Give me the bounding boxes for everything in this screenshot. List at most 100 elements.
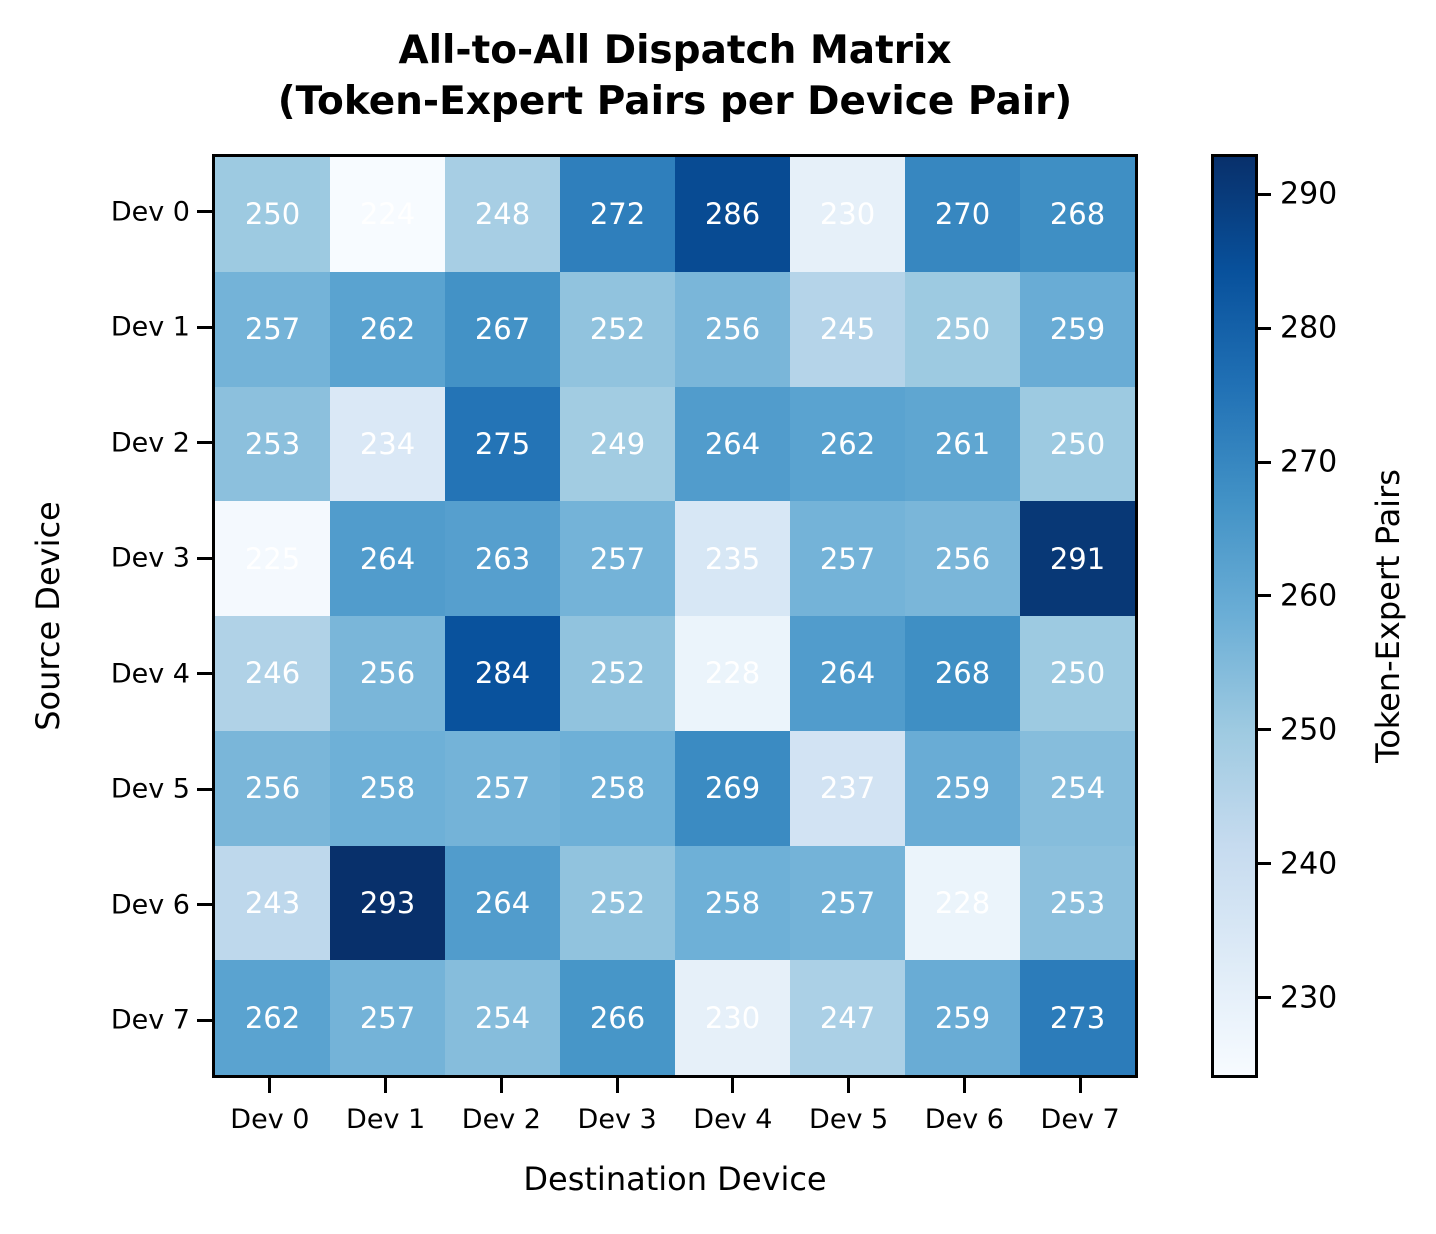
heatmap-cell: 258 (560, 730, 675, 846)
cell-value: 230 (704, 1000, 761, 1035)
heatmap-cell: 246 (215, 616, 330, 731)
heatmap-cell: 267 (445, 271, 560, 387)
cell-value: 245 (819, 312, 876, 347)
chart-title: All-to-All Dispatch Matrix (Token-Expert… (212, 26, 1138, 127)
cell-value: 261 (934, 426, 991, 461)
heatmap-cell: 224 (330, 157, 445, 272)
colorbar-tick-mark (1258, 996, 1271, 1000)
x-axis-label: Destination Device (523, 1160, 827, 1198)
y-tick-label: Dev 6 (110, 889, 190, 921)
y-tick-label: Dev 2 (110, 427, 190, 459)
x-tick-label: Dev 6 (924, 1104, 1004, 1135)
heatmap-cell: 225 (215, 501, 330, 616)
heatmap-cell: 235 (675, 501, 790, 616)
cell-value: 258 (704, 885, 761, 920)
heatmap-cell: 247 (790, 960, 905, 1075)
y-tick-label: Dev 3 (110, 542, 190, 574)
x-tick-label: Dev 5 (809, 1104, 889, 1135)
cell-value: 252 (589, 656, 646, 691)
colorbar-tick-label: 280 (1280, 310, 1338, 346)
heatmap-cell: 250 (1020, 386, 1135, 502)
chart-title-line2: (Token-Expert Pairs per Device Pair) (277, 78, 1073, 124)
cell-value: 291 (1049, 541, 1106, 576)
cell-value: 228 (934, 885, 991, 920)
cell-value: 257 (819, 541, 876, 576)
y-tick-mark (197, 787, 212, 791)
cell-value: 237 (819, 771, 876, 806)
colorbar-tick-mark (1258, 192, 1271, 196)
colorbar-tick-label: 270 (1280, 444, 1338, 480)
cell-value: 248 (474, 197, 531, 232)
colorbar-tick-mark (1258, 460, 1271, 464)
heatmap-cell: 263 (445, 501, 560, 616)
cell-value: 268 (934, 656, 991, 691)
heatmap-cell: 252 (560, 616, 675, 731)
cell-value: 258 (589, 771, 646, 806)
heatmap-cell: 264 (330, 501, 445, 616)
heatmap-cell: 262 (330, 271, 445, 387)
heatmap-cell: 259 (1020, 271, 1135, 387)
x-tick-label: Dev 3 (577, 1104, 657, 1135)
cell-value: 284 (474, 656, 531, 691)
heatmap-cell: 254 (1020, 730, 1135, 846)
cell-value: 224 (359, 197, 416, 232)
heatmap-cell: 291 (1020, 501, 1135, 616)
cell-value: 268 (1049, 197, 1106, 232)
y-tick-label: Dev 4 (110, 658, 190, 690)
x-tick-label: Dev 4 (693, 1104, 773, 1135)
cell-value: 243 (244, 885, 301, 920)
x-tick-mark (384, 1078, 388, 1093)
heatmap-cell: 243 (215, 845, 330, 961)
cell-value: 253 (244, 426, 301, 461)
cell-value: 266 (589, 1000, 646, 1035)
cell-value: 254 (474, 1000, 531, 1035)
y-axis-label: Source Device (29, 501, 67, 731)
colorbar-tick-mark (1258, 594, 1271, 598)
cell-value: 250 (1049, 656, 1106, 691)
heatmap-cell: 230 (790, 157, 905, 272)
x-tick-mark (1078, 1078, 1082, 1093)
x-tick-mark (847, 1078, 851, 1093)
heatmap-cell: 257 (790, 845, 905, 961)
heatmap-cell: 272 (560, 157, 675, 272)
heatmap-cell: 256 (215, 730, 330, 846)
heatmap-cell: 257 (560, 501, 675, 616)
colorbar-label: Token-Expert Pairs (1369, 469, 1407, 763)
x-tick-mark (499, 1078, 503, 1093)
cell-value: 257 (589, 541, 646, 576)
heatmap-cell: 250 (905, 271, 1020, 387)
heatmap-cell: 258 (330, 730, 445, 846)
cell-value: 247 (819, 1000, 876, 1035)
cell-value: 273 (1049, 1000, 1106, 1035)
heatmap-cell: 250 (215, 157, 330, 272)
cell-value: 250 (934, 312, 991, 347)
colorbar (1211, 154, 1258, 1078)
cell-value: 256 (244, 771, 301, 806)
heatmap-cell: 261 (905, 386, 1020, 502)
heatmap-cell: 262 (215, 960, 330, 1075)
cell-value: 264 (704, 426, 761, 461)
cell-value: 275 (474, 426, 531, 461)
cell-value: 270 (934, 197, 991, 232)
heatmap-cell: 258 (675, 845, 790, 961)
heatmap-cell: 228 (905, 845, 1020, 961)
cell-value: 259 (934, 1000, 991, 1035)
heatmap-cell: 257 (215, 271, 330, 387)
heatmap-cell: 268 (1020, 157, 1135, 272)
heatmap-cell: 253 (215, 386, 330, 502)
colorbar-tick-label: 250 (1280, 712, 1338, 748)
heatmap-cell: 266 (560, 960, 675, 1075)
y-tick-mark (197, 672, 212, 676)
heatmap-cell: 284 (445, 616, 560, 731)
y-tick-mark (197, 556, 212, 560)
cell-value: 250 (244, 197, 301, 232)
colorbar-tick-label: 290 (1280, 176, 1338, 212)
cell-value: 262 (819, 426, 876, 461)
heatmap-cell: 259 (905, 960, 1020, 1075)
cell-value: 254 (1049, 771, 1106, 806)
x-tick-mark (268, 1078, 272, 1093)
cell-value: 256 (704, 312, 761, 347)
cell-value: 252 (589, 885, 646, 920)
heatmap-cell: 257 (790, 501, 905, 616)
y-tick-label: Dev 0 (110, 196, 190, 228)
